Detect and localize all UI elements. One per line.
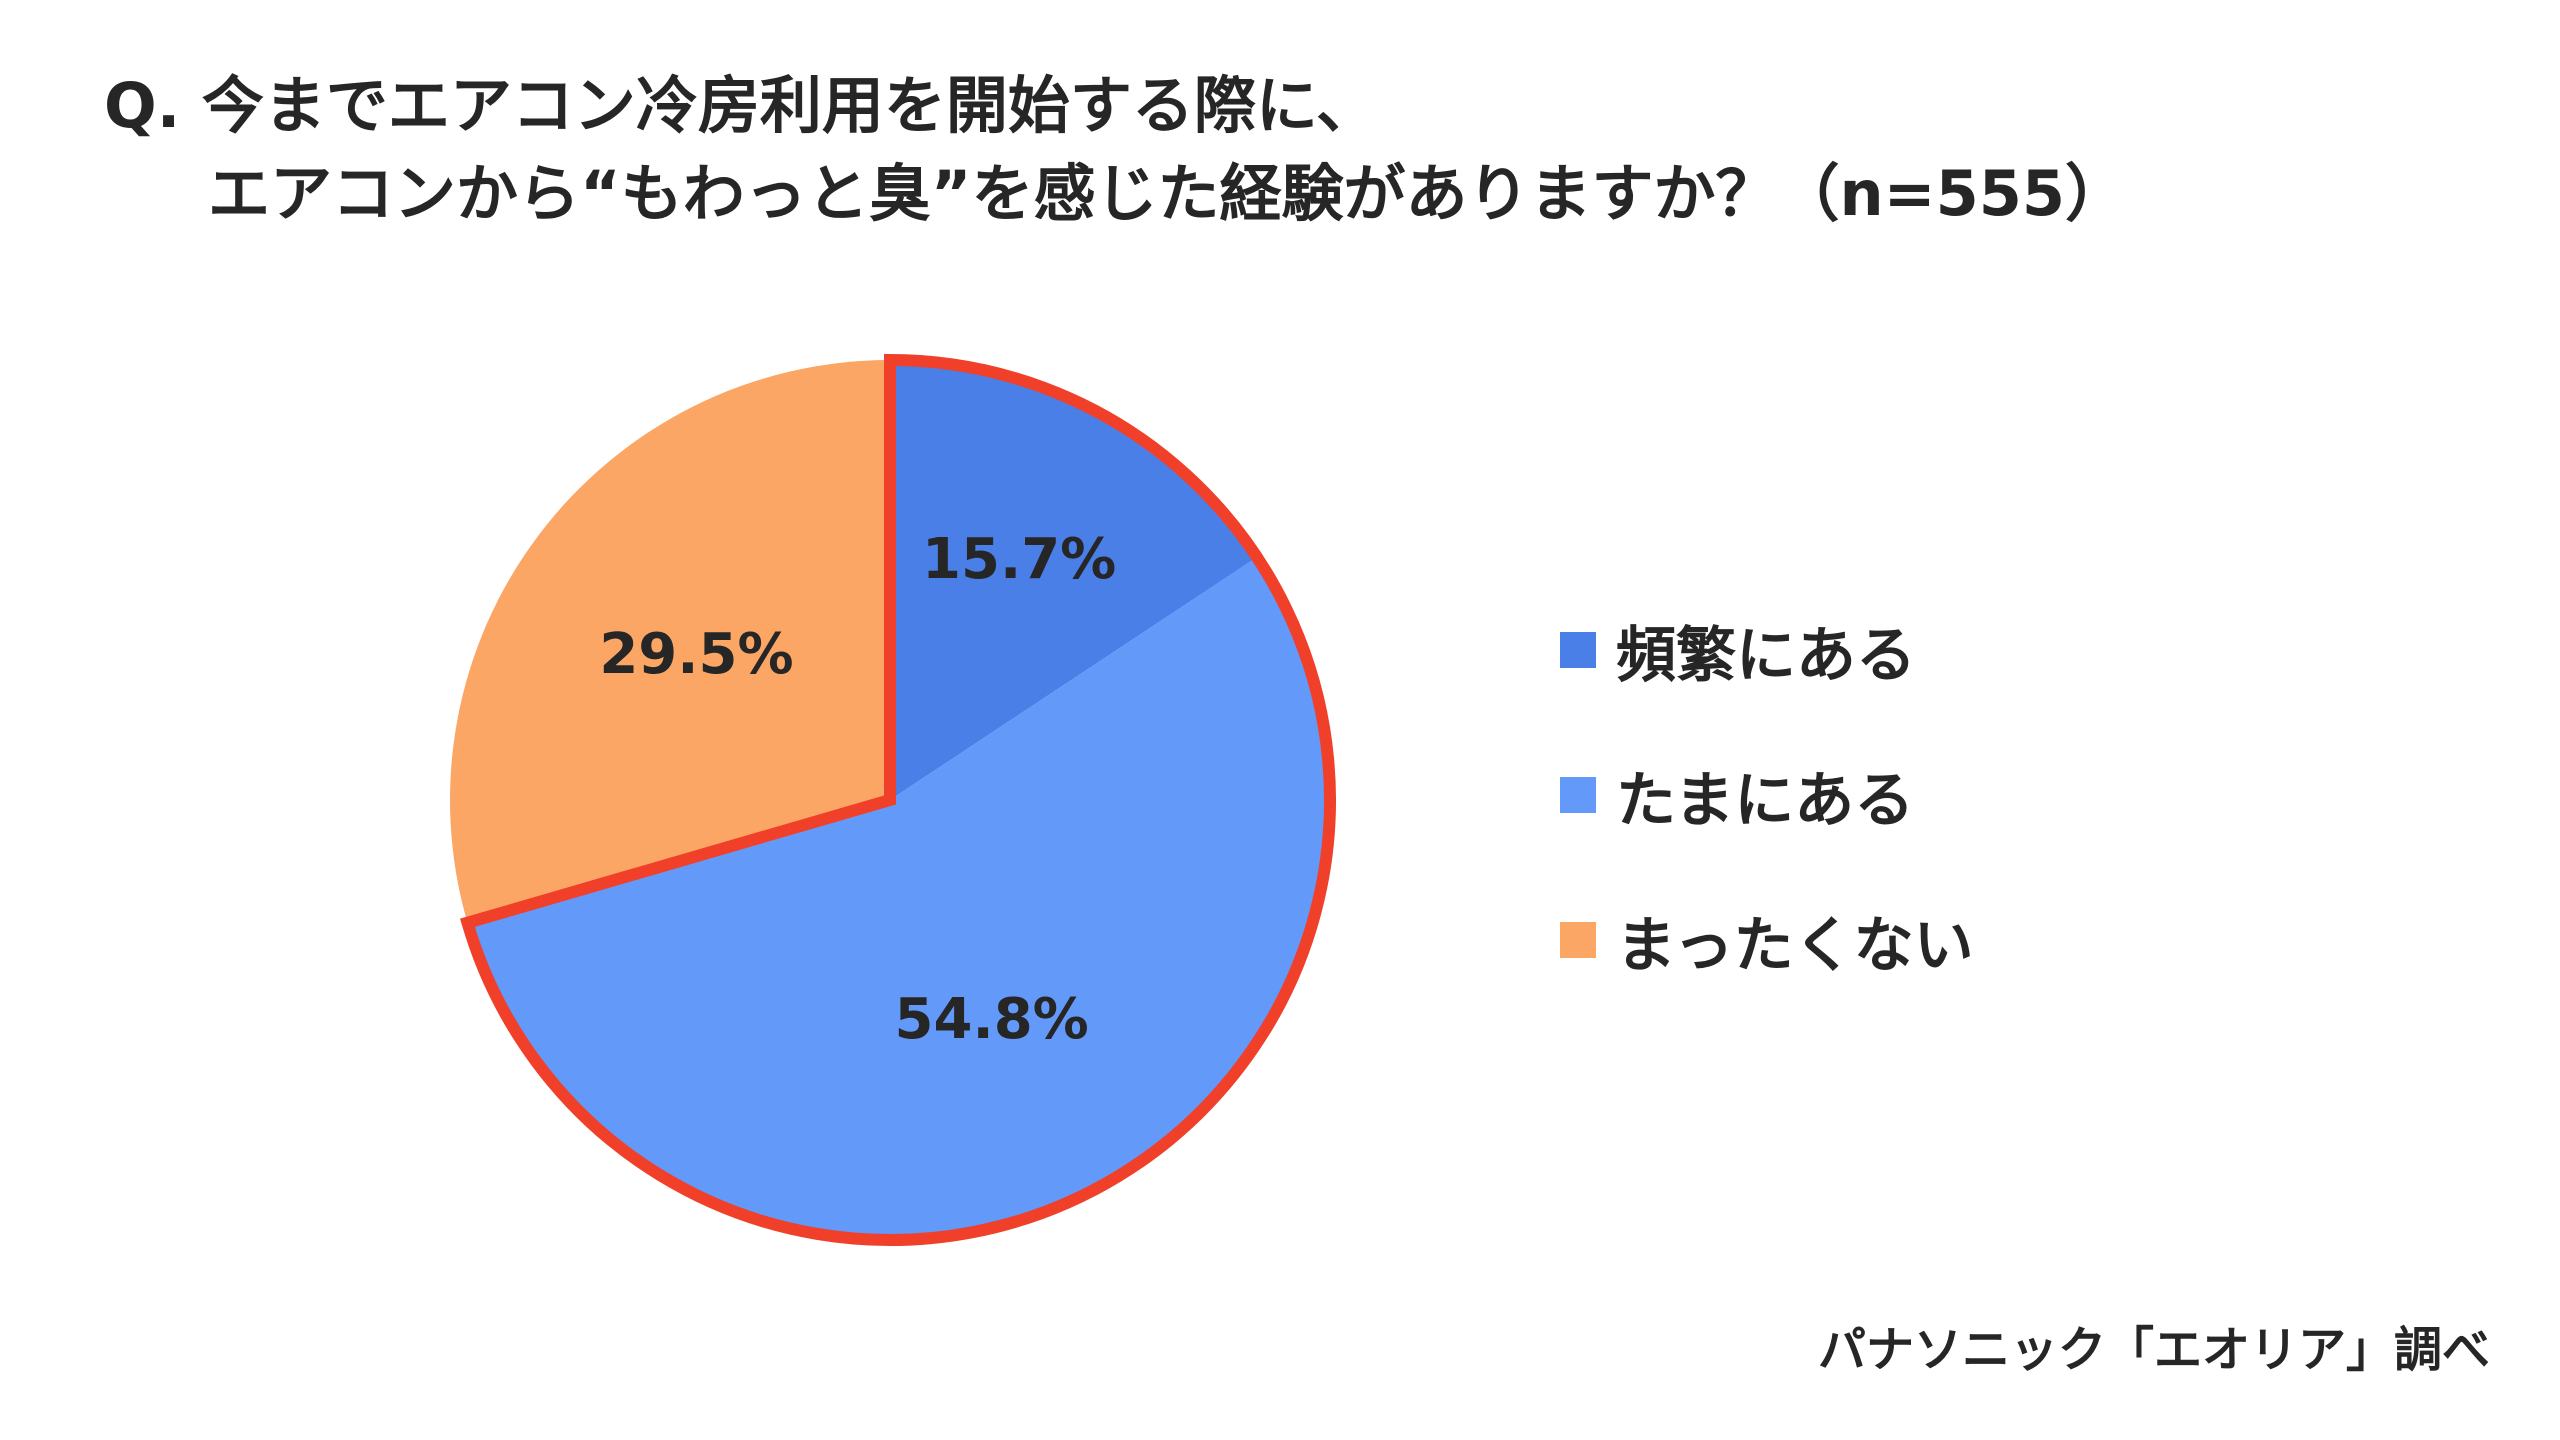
pie-slice-1 <box>890 360 1257 800</box>
pie-chart: 15.7% 54.8% 29.5% <box>449 353 1336 1246</box>
pie-highlight-outline <box>460 353 1336 1246</box>
chart-title-line1: Q. 今までエアコン冷房利用を開始する際に、 <box>104 69 1378 142</box>
legend-label-3: まったくない <box>1616 910 1974 981</box>
pie-value-label-3: 29.5% <box>599 622 793 687</box>
legend-label-1: 頻繁にある <box>1616 620 1916 691</box>
source-note: パナソニック「エオリア」調べ <box>1817 1322 2490 1378</box>
legend-label-2: たまにある <box>1616 765 1915 836</box>
pie-value-labels: 15.7% 54.8% 29.5% <box>599 527 1116 1052</box>
pie-value-label-1: 15.7% <box>922 527 1116 592</box>
pie-slice-3 <box>449 360 890 923</box>
legend-swatch-2 <box>1560 777 1596 813</box>
chart-title-line2: エアコンから“もわっと臭”を感じた経験がありますか？（n=555） <box>208 157 2128 230</box>
pie-value-label-2: 54.8% <box>895 987 1089 1052</box>
legend-swatch-3 <box>1560 922 1596 958</box>
legend: 頻繁にあるたまにあるまったくない <box>1560 610 1974 1045</box>
chart-title: Q. 今までエアコン冷房利用を開始する際に、 エアコンから“もわっと臭”を感じた… <box>104 62 2404 238</box>
legend-item-1: 頻繁にある <box>1560 610 1974 691</box>
pie-slice-2 <box>467 557 1330 1240</box>
legend-swatch-1 <box>1560 632 1596 668</box>
legend-item-3: まったくない <box>1560 900 1974 981</box>
pie-slices <box>449 360 1330 1240</box>
pie-highlight-border <box>460 353 1336 1246</box>
legend-item-2: たまにある <box>1560 755 1974 836</box>
